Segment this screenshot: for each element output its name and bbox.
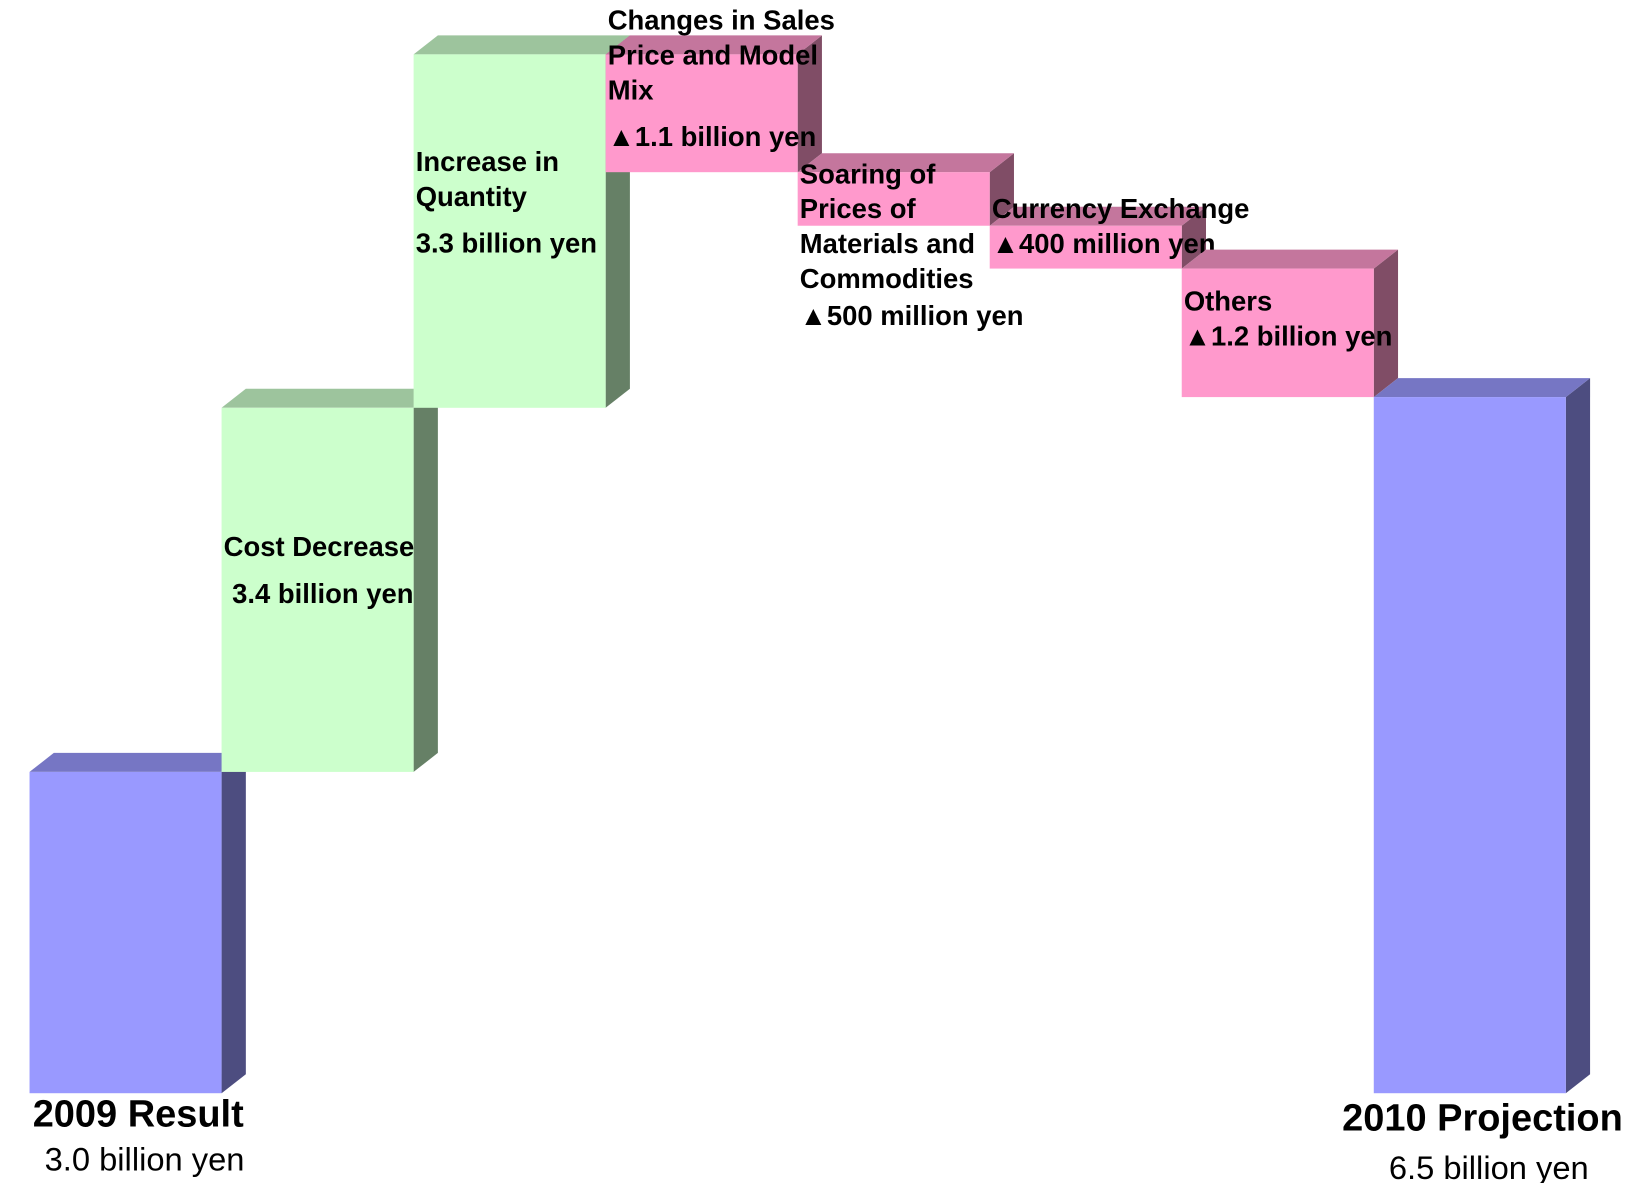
value-label: 3.3 billion yen (416, 228, 597, 259)
bar (605, 54, 798, 173)
value-label: ▲500 million yen (800, 300, 1024, 331)
category-label: 2009 Result (33, 1093, 244, 1135)
label-line: Currency Exchange (992, 193, 1250, 224)
bar-top (221, 388, 438, 408)
value-label: ▲1.2 billion yen (1184, 320, 1392, 351)
bar-top (605, 35, 822, 55)
bar (797, 172, 990, 226)
category-label: Currency Exchange (992, 193, 1250, 224)
label-line: Increase in (416, 146, 559, 177)
category-label: Cost Decrease (224, 531, 415, 562)
bar-side (1373, 249, 1399, 398)
label-line: Mix (608, 75, 654, 106)
bar-side (797, 35, 822, 173)
bar (413, 54, 606, 408)
bar-side (989, 153, 1014, 226)
bar-side (1565, 378, 1591, 1094)
category-label: Increase in Quantity (416, 146, 559, 212)
label-line: Quantity (416, 181, 528, 212)
bar-side (221, 752, 246, 1094)
bar-side (413, 388, 438, 772)
bar-top (797, 153, 1014, 173)
label-line: Changes in Sales (608, 5, 835, 36)
label-line: Prices of (800, 193, 917, 224)
bar (221, 407, 414, 772)
bar-top (1181, 249, 1399, 269)
label-line: Cost Decrease (224, 531, 415, 562)
category-label: Soaring of Prices of Materials and Commodit… (800, 159, 975, 294)
category-label: 2010 Projection (1342, 1098, 1623, 1140)
value-label: 3.0 billion yen (45, 1140, 245, 1177)
bar (1181, 268, 1374, 398)
value-label: ▲400 million yen (992, 228, 1216, 259)
value-label: 3.4 billion yen (232, 578, 413, 609)
bar-top (413, 35, 630, 55)
label-line: Others (1184, 286, 1272, 317)
label-line: Soaring of (800, 159, 936, 190)
bar-top (989, 206, 1207, 226)
bar-top (1373, 378, 1591, 398)
bar (989, 225, 1182, 269)
label-line: Price and Model (608, 40, 818, 71)
bar (29, 771, 222, 1094)
bar (1373, 397, 1566, 1094)
category-label: Others (1184, 286, 1272, 317)
bar-side (1181, 206, 1207, 269)
value-label: 6.5 billion yen (1389, 1149, 1589, 1183)
value-label: ▲1.1 billion yen (608, 121, 816, 152)
label-line: Commodities (800, 263, 974, 294)
label-line: Materials and (800, 228, 975, 259)
category-label: Changes in Sales Price and Model Mix (608, 5, 835, 106)
bar-top (29, 752, 246, 772)
